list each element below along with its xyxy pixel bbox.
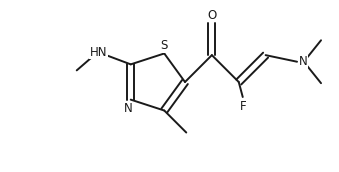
Text: HN: HN [90,46,107,59]
Text: S: S [161,39,168,52]
Text: F: F [239,99,246,112]
Text: N: N [299,55,307,68]
Text: N: N [124,102,133,115]
Text: O: O [207,9,217,22]
